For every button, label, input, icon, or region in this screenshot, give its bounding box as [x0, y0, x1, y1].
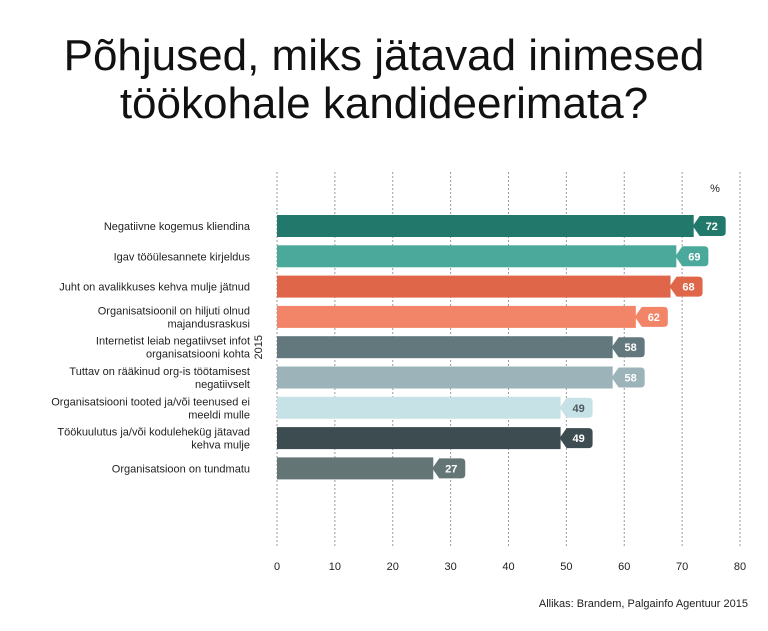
bar [277, 396, 561, 419]
bar [277, 215, 694, 237]
category-label: Igav tööülesannete kirjeldus [114, 251, 251, 263]
category-label: kehva mulje [191, 440, 250, 452]
category-label: Töökuulutus ja/või koduleheküg jätavad [57, 427, 250, 439]
source-note: Allikas: Brandem, Palgainfo Agentuur 201… [538, 598, 748, 610]
category-label: Tuttav on rääkinud org-is töötamisest [69, 366, 250, 378]
data-label: 72 [706, 221, 718, 233]
data-label: 69 [688, 251, 700, 263]
series-label: 2015 [253, 335, 265, 359]
bar [277, 427, 561, 450]
category-label: Juht on avalikkuses kehva mulje jätnud [59, 282, 250, 294]
bar [277, 366, 613, 389]
data-label: 68 [682, 282, 694, 294]
x-tick-label: 30 [445, 561, 457, 573]
category-label: Organisatsioon on tundmatu [112, 463, 250, 475]
chart-title-line-1: Põhjused, miks jätavad inimesed [63, 31, 705, 80]
value-tag [634, 306, 668, 327]
x-tick-label: 0 [274, 561, 280, 573]
bar [277, 336, 613, 359]
bar [277, 275, 671, 298]
x-tick-label: 60 [618, 561, 630, 573]
value-tag [432, 458, 466, 479]
value-tag [669, 276, 703, 297]
value-tag [692, 216, 726, 236]
chart-title: Põhjused, miks jätavad inimesed töökohal… [0, 32, 768, 128]
category-label: negatiivselt [195, 379, 250, 391]
chart-title-line-2: töökohale kandideerimata? [119, 79, 649, 128]
category-label: meeldi mulle [188, 409, 250, 421]
bar [277, 305, 636, 328]
data-label: 62 [648, 312, 660, 324]
value-tag [611, 367, 645, 388]
bar [277, 457, 434, 480]
category-label: Negatiivne kogemus kliendina [104, 221, 251, 233]
data-label: 58 [625, 342, 637, 354]
category-label: Internetist leiab negatiivset infot [96, 336, 250, 348]
category-label: organisatsiooni kohta [146, 349, 251, 361]
value-tag [611, 337, 645, 358]
category-label: majandusraskusi [167, 318, 250, 330]
category-label: Organisatsioonil on hiljuti olnud [98, 305, 250, 317]
x-tick-label: 10 [329, 561, 341, 573]
data-label: 27 [445, 463, 457, 475]
unit-label: % [710, 183, 720, 195]
bar [277, 245, 677, 268]
x-tick-label: 40 [502, 561, 514, 573]
data-label: 49 [572, 433, 584, 445]
value-tag [559, 428, 593, 449]
x-tick-label: 80 [734, 561, 746, 573]
x-tick-label: 70 [676, 561, 688, 573]
data-label: 58 [625, 373, 637, 385]
category-label: Organisatsiooni tooted ja/või teenused e… [51, 396, 250, 408]
value-tag [559, 397, 593, 418]
value-tag [675, 246, 709, 267]
x-tick-label: 50 [560, 561, 572, 573]
data-label: 49 [572, 403, 584, 415]
x-tick-label: 20 [387, 561, 399, 573]
